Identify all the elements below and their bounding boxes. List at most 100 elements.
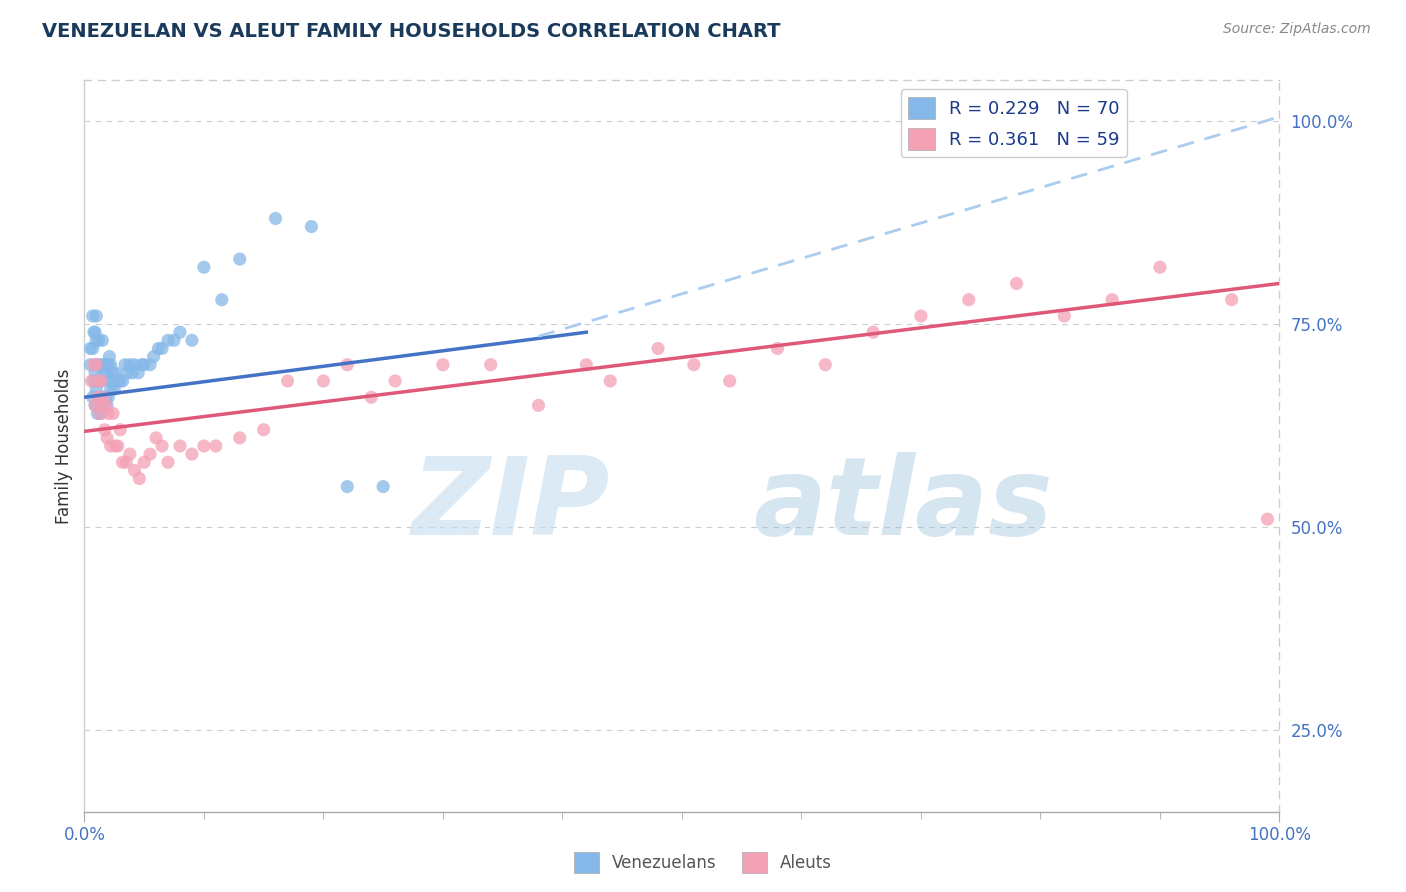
Point [142, 350, 165, 364]
Point [124, 358, 146, 372]
Point [1220, 293, 1243, 307]
Point [84, 325, 107, 339]
Point [101, 374, 124, 388]
Point [97, 358, 120, 372]
Point [93, 390, 115, 404]
Point [91, 398, 114, 412]
Point [100, 358, 122, 372]
Point [87, 374, 110, 388]
Point [193, 439, 215, 453]
Point [169, 439, 191, 453]
Point [910, 309, 932, 323]
Point [93, 366, 115, 380]
Point [114, 358, 136, 372]
Text: atlas: atlas [754, 451, 1053, 558]
Point [193, 260, 215, 275]
Point [90, 374, 112, 388]
Point [766, 342, 789, 356]
Point [124, 463, 146, 477]
Point [277, 374, 299, 388]
Point [384, 374, 406, 388]
Point [181, 334, 204, 348]
Point [96, 398, 118, 412]
Point [131, 358, 153, 372]
Point [86, 334, 108, 348]
Point [110, 374, 132, 388]
Point [599, 374, 621, 388]
Point [94, 358, 117, 372]
Point [111, 455, 134, 469]
Point [1053, 309, 1076, 323]
Point [163, 334, 186, 348]
Point [1149, 260, 1171, 275]
Point [89, 407, 111, 421]
Point [79, 358, 101, 372]
Point [82, 309, 104, 323]
Point [127, 366, 149, 380]
Point [336, 480, 359, 494]
Point [98, 374, 121, 388]
Point [253, 423, 276, 437]
Point [110, 423, 132, 437]
Point [150, 342, 173, 356]
Point [336, 358, 359, 372]
Point [84, 398, 107, 412]
Point [118, 358, 141, 372]
Point [479, 358, 502, 372]
Point [132, 358, 156, 372]
Point [148, 342, 170, 356]
Point [101, 366, 124, 380]
Point [432, 358, 454, 372]
Point [117, 366, 139, 380]
Point [87, 390, 110, 404]
Point [86, 382, 108, 396]
Point [84, 366, 107, 380]
Point [100, 382, 122, 396]
Point [86, 309, 108, 323]
Point [211, 293, 233, 307]
Point [91, 390, 114, 404]
Point [93, 390, 115, 404]
Point [89, 390, 111, 404]
Point [1005, 277, 1028, 291]
Point [1101, 293, 1123, 307]
Point [718, 374, 741, 388]
Point [107, 374, 129, 388]
Point [96, 366, 118, 380]
Point [79, 342, 101, 356]
Text: Source: ZipAtlas.com: Source: ZipAtlas.com [1223, 22, 1371, 37]
Point [83, 374, 105, 388]
Point [80, 374, 103, 388]
Point [145, 431, 167, 445]
Point [94, 390, 117, 404]
Point [373, 480, 395, 494]
Point [91, 334, 114, 348]
Point [312, 374, 335, 388]
Point [957, 293, 980, 307]
Point [181, 447, 204, 461]
Point [115, 455, 138, 469]
Point [139, 358, 162, 372]
Point [107, 439, 129, 453]
Point [157, 455, 180, 469]
Point [89, 374, 111, 388]
Point [575, 358, 598, 372]
Point [86, 407, 108, 421]
Point [121, 366, 143, 380]
Legend: Venezuelans, Aleuts: Venezuelans, Aleuts [567, 846, 839, 880]
Point [814, 358, 837, 372]
Point [103, 382, 125, 396]
Point [1257, 512, 1279, 526]
Y-axis label: Family Households: Family Households [55, 368, 73, 524]
Point [229, 431, 252, 445]
Point [83, 325, 105, 339]
Point [87, 334, 110, 348]
Point [96, 431, 118, 445]
Point [100, 439, 122, 453]
Point [527, 398, 550, 412]
Legend: R = 0.229   N = 70, R = 0.361   N = 59: R = 0.229 N = 70, R = 0.361 N = 59 [901, 89, 1128, 157]
Point [93, 358, 115, 372]
Text: ZIP: ZIP [412, 451, 610, 558]
Point [301, 219, 323, 234]
Point [104, 366, 127, 380]
